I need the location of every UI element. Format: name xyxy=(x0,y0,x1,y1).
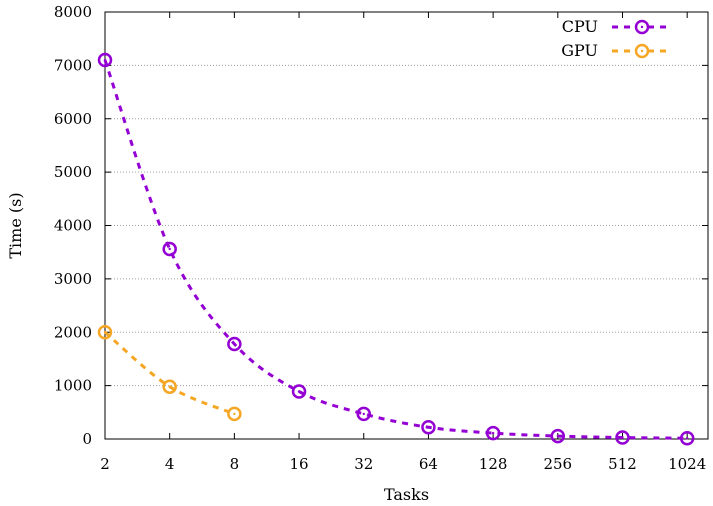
x-tick-label: 2 xyxy=(100,455,110,473)
data-point xyxy=(162,241,177,257)
series-gpu xyxy=(97,325,242,422)
legend: CPU GPU xyxy=(561,17,672,60)
y-tick-label: 1000 xyxy=(54,377,92,395)
series-line xyxy=(104,331,235,416)
x-tick-label: 4 xyxy=(165,455,175,473)
legend-entry-gpu: GPU xyxy=(561,41,672,60)
x-tick-label: 256 xyxy=(543,455,572,473)
y-tick-label: 6000 xyxy=(54,110,92,128)
x-tick-label: 512 xyxy=(608,455,637,473)
legend-marker xyxy=(634,43,650,59)
data-point xyxy=(615,430,630,445)
x-tick-label: 1024 xyxy=(668,455,706,473)
y-tick-label: 2000 xyxy=(54,323,92,341)
data-point xyxy=(97,52,113,68)
y-tick-label: 7000 xyxy=(54,56,92,74)
y-tick-label: 8000 xyxy=(54,3,92,21)
x-tick-label: 128 xyxy=(479,455,508,473)
data-point xyxy=(97,325,113,340)
y-axis: 0 1000 2000 3000 4000 5000 6000 7000 8000 xyxy=(54,3,708,448)
y-tick-label: 3000 xyxy=(54,270,92,288)
data-point xyxy=(291,384,307,399)
x-tick-label: 32 xyxy=(354,455,373,473)
data-point xyxy=(550,428,566,444)
legend-label: CPU xyxy=(562,17,598,36)
data-point xyxy=(227,406,242,422)
x-axis: 2 4 8 16 32 64 128 256 512 1024 xyxy=(100,12,706,473)
series-layer xyxy=(97,52,695,446)
x-tick-label: 8 xyxy=(230,455,240,473)
x-tick-label: 16 xyxy=(290,455,309,473)
data-point xyxy=(485,425,501,441)
x-tick-label: 64 xyxy=(419,455,438,473)
y-tick-label: 5000 xyxy=(54,163,92,181)
series-cpu xyxy=(97,52,695,446)
legend-label: GPU xyxy=(561,41,598,60)
y-tick-label: 4000 xyxy=(54,217,92,235)
grid-lines xyxy=(105,64,708,387)
series-line xyxy=(103,59,688,440)
y-axis-label: Time (s) xyxy=(6,192,25,258)
y-tick-label: 0 xyxy=(82,430,92,448)
data-point xyxy=(356,406,371,422)
data-point xyxy=(679,431,695,446)
x-axis-label: Tasks xyxy=(384,485,429,504)
data-point xyxy=(421,420,436,435)
legend-marker xyxy=(634,19,650,35)
data-point xyxy=(162,379,177,394)
legend-entry-cpu: CPU xyxy=(562,17,672,36)
data-point xyxy=(227,336,242,352)
